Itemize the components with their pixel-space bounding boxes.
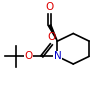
Text: O: O xyxy=(46,2,54,12)
Text: O: O xyxy=(24,51,33,61)
Text: N: N xyxy=(54,51,61,61)
Text: O: O xyxy=(48,32,56,42)
Polygon shape xyxy=(48,25,57,41)
